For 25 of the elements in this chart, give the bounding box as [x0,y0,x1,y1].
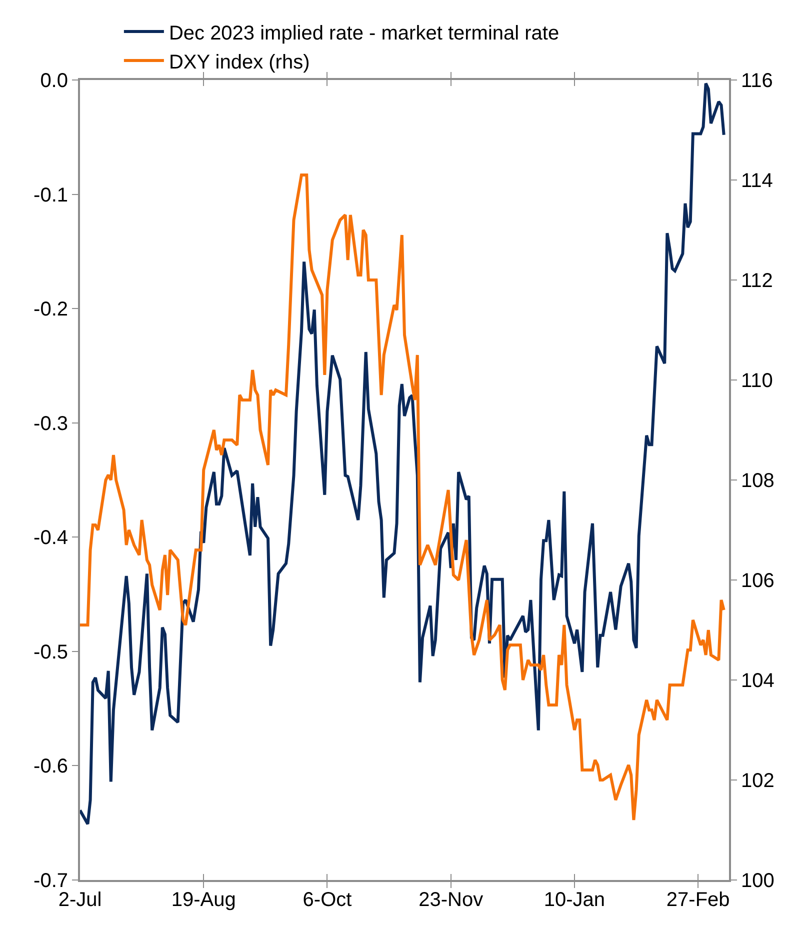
y-tick-label: 0.0 [40,70,68,92]
x-tick-label: 27-Feb [666,889,730,911]
y-tick-label: -0.5 [34,641,68,664]
y2-tick-label: 108 [741,470,774,492]
legend-label: Dec 2023 implied rate - market terminal rate [168,22,560,44]
y2-tick-label: 102 [741,770,774,792]
y2-tick-label: 112 [741,270,773,292]
y-tick-label: -0.6 [34,756,68,778]
y-tick-label: -0.7 [34,870,68,892]
y-tick-label: -0.1 [34,184,68,206]
x-tick-label: 10-Jan [544,889,606,911]
legend-label: DXY index (rhs) [168,51,310,74]
y2-tick-label: 110 [741,370,773,392]
y2-tick-label: 106 [741,570,774,592]
y2-tick-label: 104 [741,670,774,692]
x-tick-label: 2-Jul [58,889,102,911]
y2-tick-label: 114 [741,170,773,192]
y-tick-label: -0.4 [34,527,68,550]
y-tick-label: -0.3 [34,412,68,435]
y-tick-label: -0.2 [34,298,68,321]
y2-tick-label: 116 [741,70,773,92]
x-tick-label: 6-Oct [302,889,352,911]
x-tick-label: 23-Nov [418,889,484,911]
x-tick-label: 19-Aug [171,889,236,911]
y2-tick-label: 100 [741,870,774,892]
